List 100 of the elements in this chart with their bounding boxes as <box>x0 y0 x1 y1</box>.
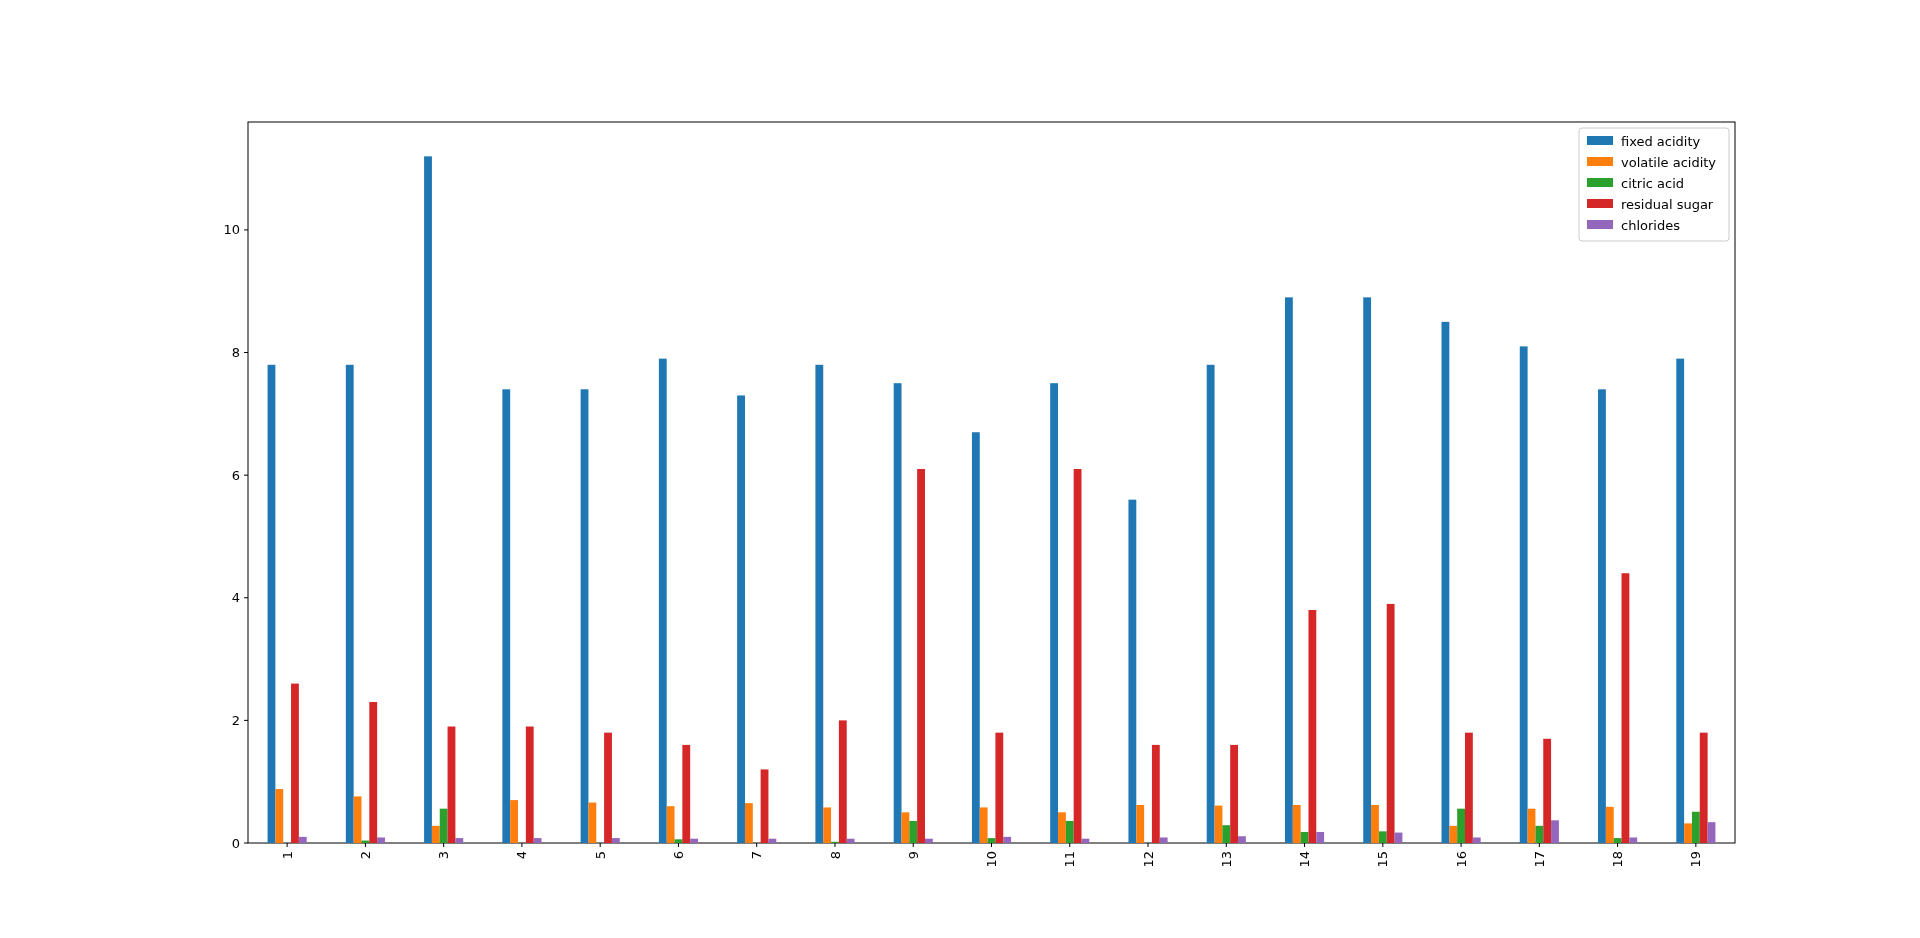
bar <box>611 838 620 843</box>
bar <box>987 838 996 843</box>
bar <box>674 839 683 843</box>
bar <box>1073 469 1082 843</box>
bar <box>846 838 855 843</box>
bar <box>1464 732 1473 843</box>
bar <box>1371 804 1379 843</box>
bar <box>510 800 519 843</box>
bar <box>815 364 824 843</box>
x-tick-label: 17 <box>1531 851 1547 868</box>
x-tick-label: 14 <box>1297 851 1313 868</box>
bar <box>768 838 777 843</box>
x-tick-label: 15 <box>1375 851 1391 868</box>
y-tick-label: 0 <box>231 835 240 851</box>
bar <box>909 820 918 843</box>
bar <box>1058 812 1066 843</box>
bar <box>1621 573 1630 843</box>
bar <box>502 389 511 843</box>
bar <box>1050 383 1059 843</box>
bar <box>666 806 675 843</box>
bar <box>1308 610 1317 843</box>
bar <box>1284 297 1293 843</box>
bar <box>1136 804 1145 843</box>
bar <box>1449 825 1458 843</box>
x-tick-label: 9 <box>905 851 921 860</box>
bar <box>924 838 933 843</box>
x-tick-label: 3 <box>436 851 452 860</box>
x-tick-label: 6 <box>671 851 686 860</box>
bar <box>1551 820 1559 843</box>
bar <box>353 796 362 843</box>
bar <box>1151 744 1160 843</box>
bar <box>1457 808 1465 843</box>
bar <box>1363 297 1372 843</box>
bar <box>995 732 1004 843</box>
legend-label: chlorides <box>1621 217 1681 233</box>
bar <box>275 789 284 843</box>
bar <box>369 701 378 843</box>
x-tick-label: 8 <box>827 851 843 860</box>
bar <box>1378 831 1387 843</box>
bar <box>1691 811 1700 843</box>
legend-label: citric acid <box>1621 175 1685 191</box>
bar <box>979 807 988 843</box>
bar <box>744 803 753 843</box>
bar <box>1605 806 1614 843</box>
bar <box>1386 603 1395 843</box>
y-tick-label: 8 <box>231 345 240 361</box>
bar <box>1238 836 1246 843</box>
bar <box>1206 364 1215 843</box>
x-tick-label: 12 <box>1140 851 1156 868</box>
bar <box>760 769 769 843</box>
x-tick-label: 7 <box>749 851 765 860</box>
bar <box>345 364 354 843</box>
bar <box>298 836 307 843</box>
bar <box>1543 738 1552 843</box>
x-tick-label: 16 <box>1453 851 1469 868</box>
bar <box>823 807 832 843</box>
bar <box>533 838 542 843</box>
x-tick-label: 11 <box>1062 851 1078 868</box>
bar <box>1699 732 1708 843</box>
legend-label: volatile acidity <box>1621 154 1717 170</box>
x-tick-label: 2 <box>357 851 373 860</box>
bar <box>604 732 612 843</box>
x-tick-label: 18 <box>1610 851 1626 868</box>
bar <box>431 825 440 843</box>
bar <box>682 744 691 843</box>
bar <box>737 395 745 843</box>
bar <box>1598 389 1606 843</box>
bar <box>1676 358 1685 843</box>
x-tick-label: 10 <box>984 851 1000 868</box>
bar <box>1159 837 1168 843</box>
y-tick-label: 4 <box>231 590 240 606</box>
bar <box>838 720 847 843</box>
bar <box>1535 825 1544 843</box>
x-tick-label: 5 <box>592 851 608 860</box>
bar <box>1707 822 1716 843</box>
legend-label: residual sugar <box>1621 196 1714 212</box>
x-tick-label: 1 <box>279 851 295 860</box>
bar <box>658 358 667 843</box>
bar <box>424 156 432 843</box>
y-tick-label: 10 <box>223 222 240 238</box>
x-tick-label: 19 <box>1688 851 1704 868</box>
bar <box>1003 836 1012 843</box>
bar <box>1292 804 1301 843</box>
y-tick-label: 2 <box>231 712 240 728</box>
bar <box>1316 831 1325 843</box>
bar <box>455 838 464 843</box>
bar <box>917 469 925 843</box>
bar <box>1629 837 1638 843</box>
bar <box>1519 346 1528 843</box>
bar <box>525 726 534 843</box>
bar <box>1128 499 1137 843</box>
bar <box>291 683 299 843</box>
bar <box>1222 825 1231 843</box>
y-tick-label: 6 <box>231 467 240 483</box>
bar <box>377 837 385 843</box>
legend-label: fixed acidity <box>1621 133 1701 149</box>
bar <box>1472 837 1481 843</box>
bar <box>1230 744 1239 843</box>
bar <box>588 802 597 843</box>
bar <box>439 808 448 843</box>
